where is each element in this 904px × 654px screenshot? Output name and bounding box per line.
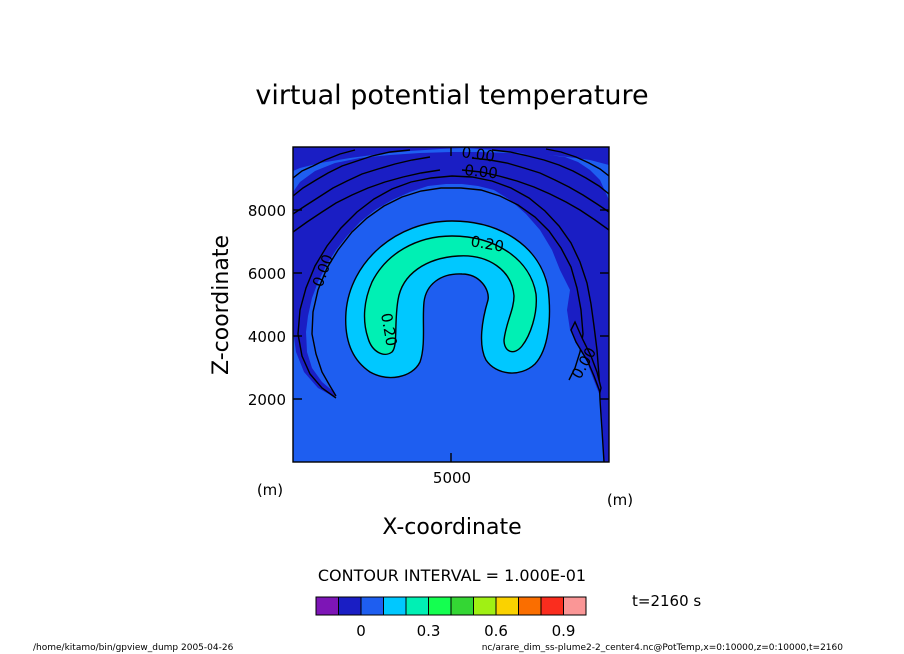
outer-dark-ring <box>293 147 609 462</box>
colorbar-tick-label: 0 <box>356 622 366 640</box>
contour-label-5: 0.20 <box>469 232 505 256</box>
colorbar-swatch <box>518 596 542 616</box>
ring-contours-left <box>293 149 441 233</box>
ring-contour-l3 <box>293 156 431 215</box>
right-ring-lower <box>570 320 602 395</box>
chart-title: virtual potential temperature <box>255 80 648 111</box>
time-label: t=2160 s <box>632 592 701 610</box>
colorbar-swatch <box>540 596 564 616</box>
footer-right: nc/arare_dim_ss-plume2-2_center4.nc@PotT… <box>482 643 844 653</box>
x-tick-label-5000: 5000 <box>433 469 471 487</box>
colorbar-swatch <box>473 596 497 616</box>
ring-contour-r4 <box>461 169 609 231</box>
colorbar: 0 0.3 0.6 0.9 <box>315 596 587 640</box>
y-axis-title: Z-coordinate <box>209 235 234 375</box>
x-axis-title: X-coordinate <box>382 515 521 540</box>
ring-contour-r2 <box>491 149 609 195</box>
ring-contour-l4 <box>293 169 441 233</box>
contour-interval-text: CONTOUR INTERVAL = 1.000E-01 <box>318 566 586 585</box>
colorbar-tick-label: 0.9 <box>552 622 576 640</box>
colorbar-swatch <box>563 596 587 616</box>
y-tick-label-8000: 8000 <box>248 202 286 220</box>
colorbar-swatch <box>315 596 339 616</box>
contour-field <box>293 147 609 462</box>
x-axis-unit: (m) <box>607 491 633 509</box>
ring-contours-right <box>461 148 609 231</box>
colorbar-swatch <box>360 596 384 616</box>
colorbar-tick-label: 0.6 <box>484 622 508 640</box>
dark-top-strip <box>293 147 609 171</box>
ring-contour-l2 <box>293 149 411 197</box>
colorbar-swatch <box>495 596 519 616</box>
ring-contour-l1 <box>293 149 356 179</box>
contour-label-6: 0.20 <box>377 312 401 348</box>
ring-contour-r3 <box>471 157 609 213</box>
colorbar-swatch <box>383 596 407 616</box>
footer-left: /home/kitamo/bin/gpview_dump 2005-04-26 <box>33 643 234 653</box>
colorbar-swatch <box>428 596 452 616</box>
y-tick-label-2000: 2000 <box>248 391 286 409</box>
contour-label-1: 0.00 <box>460 143 496 165</box>
y-tick-label-6000: 6000 <box>248 265 286 283</box>
zero-contour-inner <box>311 187 584 397</box>
y-tick-label-4000: 4000 <box>248 328 286 346</box>
contour-label-2: 0.00 <box>464 161 499 182</box>
plume-core-fill <box>363 235 538 356</box>
y-axis-ticks <box>293 209 609 400</box>
zero-contour-main <box>297 175 605 462</box>
y-axis-unit: (m) <box>257 481 283 499</box>
colorbar-swatch <box>338 596 362 616</box>
dark-band-outer <box>293 147 609 462</box>
colorbar-tick-label: 0.3 <box>417 622 441 640</box>
colorbar-swatch <box>450 596 474 616</box>
ring-contour-r1 <box>545 148 609 177</box>
colorbar-swatch <box>405 596 429 616</box>
